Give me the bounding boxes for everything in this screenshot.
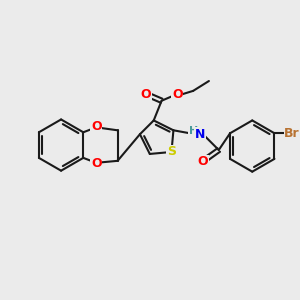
Text: O: O: [91, 157, 102, 170]
Text: S: S: [167, 146, 176, 158]
Text: O: O: [198, 155, 208, 168]
Text: N: N: [195, 128, 205, 141]
Text: O: O: [91, 120, 102, 133]
Text: O: O: [172, 88, 183, 101]
Text: Br: Br: [284, 127, 300, 140]
Text: O: O: [140, 88, 151, 101]
Text: H: H: [188, 126, 198, 136]
